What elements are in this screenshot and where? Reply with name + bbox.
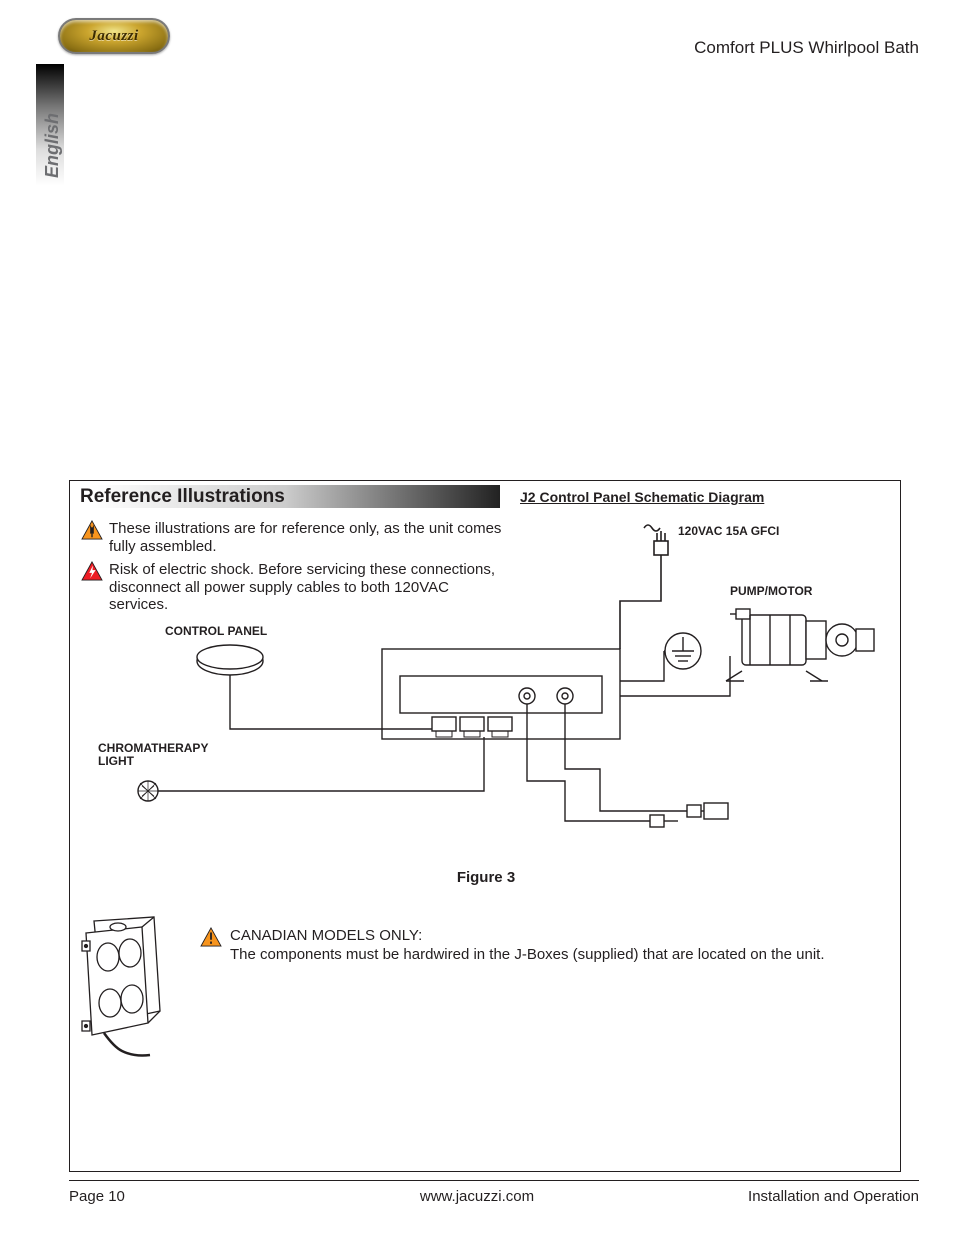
figure-caption: Figure 3 [70,869,902,886]
brand-logo-text: Jacuzzi [89,28,138,45]
canadian-note-text: CANADIAN MODELS ONLY: The components mus… [230,927,825,965]
figure-frame: Reference Illustrations J2 Control Panel… [69,480,901,1172]
canadian-body: The components must be hardwired in the … [230,946,825,963]
schematic-diagram [70,481,902,1173]
footer-doc: Installation and Operation [748,1188,919,1205]
product-line: Comfort PLUS Whirlpool Bath [694,38,919,58]
jbox-illustration [74,913,170,1058]
canadian-heading: CANADIAN MODELS ONLY: [230,927,422,944]
footer-rule [69,1180,919,1181]
brand-logo: Jacuzzi [58,18,170,56]
language-tab-label: English [42,113,63,178]
caution-icon [200,927,222,947]
canadian-note-row: CANADIAN MODELS ONLY: The components mus… [70,909,902,1059]
